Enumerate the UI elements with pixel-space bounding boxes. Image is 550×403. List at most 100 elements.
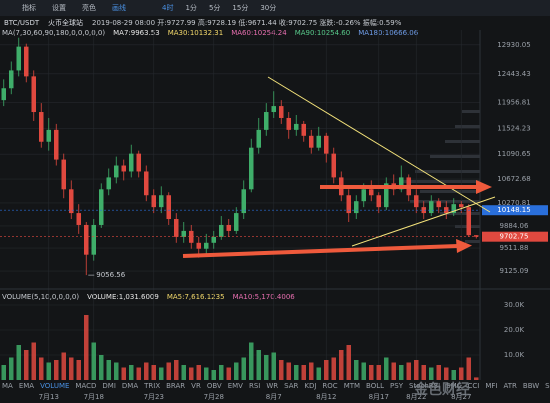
candle-body: [376, 195, 381, 208]
indicator-tab[interactable]: EMA: [19, 382, 34, 390]
indicator-tab[interactable]: WR: [266, 382, 278, 390]
indicator-tab[interactable]: VR: [191, 382, 201, 390]
candle-body: [331, 153, 336, 178]
volume-bar: [144, 362, 149, 380]
arrow-head: [456, 239, 472, 253]
indicator-tab[interactable]: EMV: [228, 382, 243, 390]
toolbar-button[interactable]: 画线: [112, 3, 126, 12]
plot: MA(7,30,60,90,180,0,0,0,0,0) MA7:9963.53 M…: [0, 29, 550, 401]
volume-bar: [346, 345, 351, 380]
symbol: BTC/USDT: [4, 19, 40, 27]
indicator-tab[interactable]: DMA: [122, 382, 138, 390]
candle-body: [16, 46, 21, 71]
arrow: [182, 244, 459, 258]
indicator-tab[interactable]: SKDJ: [545, 382, 550, 390]
period-button[interactable]: 4时: [162, 3, 173, 12]
y-tick-label: 12930.05: [497, 41, 530, 49]
candle-body: [129, 153, 134, 172]
indicator-tab[interactable]: BBW: [523, 382, 539, 390]
y-tick-label: 11524.23: [497, 124, 530, 132]
indicator-tab[interactable]: MACD: [75, 382, 96, 390]
volume-bar: [211, 370, 216, 380]
y-tick-label: 10270.81: [497, 199, 530, 207]
indicator-legend: MA(7,30,60,90,180,0,0,0,0,0): [2, 29, 105, 37]
candle-body: [136, 153, 141, 172]
indicator-tab[interactable]: TRIX: [143, 382, 160, 390]
volume-bar: [369, 365, 374, 380]
candle-body: [451, 204, 456, 214]
volume-bar: [459, 367, 464, 380]
volume-bar: [151, 365, 156, 380]
volume-bar: [451, 370, 456, 380]
indicator-legend: MA90:10254.60: [295, 29, 351, 37]
indicator-legend: VOLUME(5,10,0,0,0,0): [2, 293, 79, 301]
volume-bar: [99, 355, 104, 380]
volume-bar: [39, 357, 44, 380]
candle-body: [459, 204, 464, 208]
volume-bar: [399, 365, 404, 380]
period-button[interactable]: 15分: [232, 3, 248, 12]
volume-bar: [61, 352, 66, 380]
volume-bar: [294, 365, 299, 380]
indicator-tab[interactable]: MA: [2, 382, 13, 390]
volume-bar: [204, 367, 209, 380]
indicator-legend: MA30:10132.31: [168, 29, 224, 37]
candle-body: [69, 189, 74, 214]
indicator-legend: MA180:10666.06: [358, 29, 418, 37]
indicator-tab[interactable]: StochRSI: [409, 382, 440, 390]
indicator-legend: MA7:9963.53: [113, 29, 160, 37]
candle-body: [114, 165, 119, 178]
volume-bar: [136, 367, 141, 380]
volume-bar: [271, 352, 276, 380]
volume-bar: [114, 362, 119, 380]
volume-bar: [301, 365, 306, 380]
indicator-tab[interactable]: PSY: [390, 382, 404, 390]
candle-body: [181, 230, 186, 237]
toolbar-button[interactable]: 指标: [22, 3, 36, 12]
volume-bar: [174, 360, 179, 380]
indicator-tab[interactable]: OBV: [207, 382, 222, 390]
indicator-tab[interactable]: RSI: [249, 382, 260, 390]
indicator-tab[interactable]: DMI: [102, 382, 116, 390]
candle-body: [219, 224, 224, 237]
candle-body: [436, 201, 441, 208]
indicator-tab[interactable]: ATR: [504, 382, 518, 390]
volume-bar: [361, 362, 366, 380]
candle-body: [256, 129, 261, 148]
volume-bar: [406, 362, 411, 380]
toolbar-button[interactable]: 设置: [52, 3, 66, 12]
indicator-tab[interactable]: SAR: [284, 382, 298, 390]
indicator-tab[interactable]: SMC: [446, 382, 461, 390]
x-tick-label: 8月7: [266, 393, 282, 401]
candle-body: [346, 195, 351, 214]
period-button[interactable]: 5分: [209, 3, 220, 12]
indicator-tab[interactable]: CCI: [468, 382, 480, 390]
y-tick-label: 10672.68: [497, 175, 530, 183]
volume-bar: [129, 365, 134, 380]
indicator-tab[interactable]: VOLUME: [40, 382, 69, 390]
volume-bar: [279, 360, 284, 380]
toolbar: [0, 0, 550, 16]
indicator-tab[interactable]: MTM: [344, 382, 360, 390]
volume-bar: [444, 367, 449, 380]
indicator-legend: MA5:7,616.1235: [167, 293, 225, 301]
toolbar-button[interactable]: 亮色: [82, 3, 96, 12]
volume-bar: [106, 360, 111, 380]
x-tick-label: 8月22: [406, 393, 426, 401]
candle-body: [234, 213, 239, 231]
volume-bar: [429, 367, 434, 380]
indicator-tab[interactable]: MFI: [485, 382, 497, 390]
candle-body: [271, 106, 276, 113]
indicator-tab[interactable]: BOLL: [366, 382, 384, 390]
volume-bar: [181, 365, 186, 380]
period-button[interactable]: 30分: [260, 3, 276, 12]
period-button[interactable]: 1分: [185, 3, 196, 12]
y-tick-label: 11956.81: [497, 99, 530, 107]
indicator-tab[interactable]: ROC: [322, 382, 337, 390]
candle-body: [384, 183, 389, 208]
indicator-tab[interactable]: BRAR: [166, 382, 185, 390]
indicator-tab[interactable]: KDJ: [304, 382, 316, 390]
candle-body: [54, 129, 59, 160]
x-tick-label: 7月23: [144, 393, 164, 401]
candle-body: [474, 235, 479, 237]
